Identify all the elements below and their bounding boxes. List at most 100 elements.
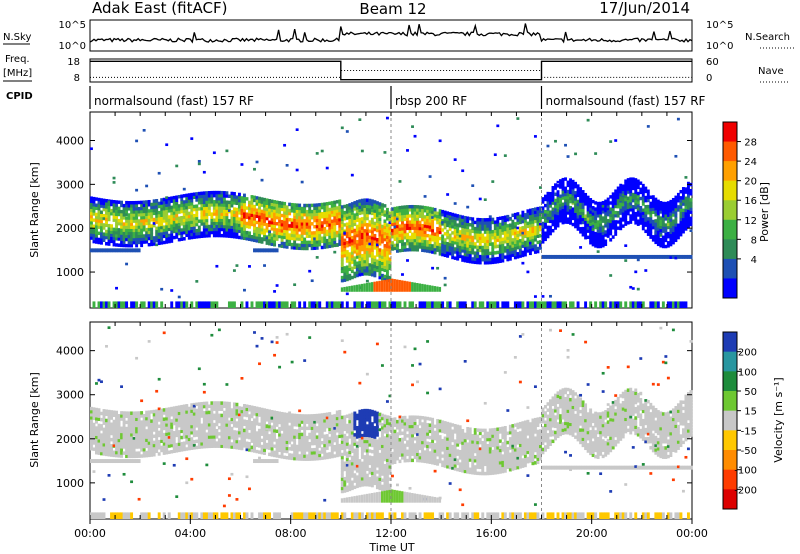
heatmap-cell (383, 250, 387, 254)
heatmap-cell (428, 243, 432, 248)
heatmap-cell (112, 233, 116, 238)
heatmap-cell (486, 248, 490, 253)
heatmap-cell (135, 240, 139, 245)
heatmap-cell (162, 216, 166, 220)
heatmap-cell (508, 235, 512, 240)
heatmap-cell (90, 227, 93, 231)
heatmap-cell (380, 276, 384, 281)
heatmap-cell (503, 236, 507, 241)
heatmap-cell (370, 260, 374, 265)
heatmap-cell (162, 435, 166, 440)
heatmap-cell (456, 226, 460, 230)
heatmap-cell (564, 301, 567, 308)
heatmap-cell (536, 206, 540, 211)
heatmap-cell (571, 222, 575, 227)
heatmap-cell (200, 401, 204, 406)
heatmap-cell (135, 451, 139, 455)
heatmap-cell (498, 253, 502, 257)
heatmap-cell (576, 208, 580, 213)
heatmap-cell (235, 201, 239, 206)
heatmap-cell (245, 404, 249, 408)
heatmap-cell (102, 452, 106, 456)
heatmap-cell (303, 240, 307, 245)
heatmap-cell (200, 438, 204, 443)
heatmap-cell (448, 224, 452, 228)
heatmap-cell (137, 432, 141, 437)
colorbar-tick-label-2: 20 (744, 177, 757, 188)
heatmap-cell (132, 207, 136, 211)
heatmap-cell (275, 234, 279, 238)
heatmap-cell (263, 222, 266, 226)
heatmap-cell (145, 227, 149, 232)
heatmap-cell (528, 217, 532, 222)
heatmap-cell (586, 201, 590, 206)
heatmap-cell (676, 301, 680, 308)
heatmap-cell (468, 250, 472, 255)
heatmap-cell (441, 234, 445, 238)
heatmap-cell (636, 258, 640, 262)
heatmap-cell (135, 439, 139, 443)
heatmap-cell (451, 221, 455, 226)
heatmap-cell (619, 211, 623, 215)
heatmap-cell (564, 195, 567, 200)
heatmap-cell (478, 221, 482, 225)
heatmap-cell (491, 301, 495, 308)
heatmap-cell (471, 226, 475, 230)
heatmap-cell (212, 441, 216, 445)
heatmap-cell (220, 190, 224, 195)
heatmap-cell (544, 203, 547, 208)
heatmap-cell (478, 233, 482, 237)
heatmap-cell (205, 203, 209, 207)
heatmap-cell (551, 216, 555, 220)
heatmap-cell (343, 286, 346, 292)
heatmap-cell (222, 234, 226, 238)
heatmap-cell (654, 197, 658, 202)
heatmap-cell (210, 425, 214, 430)
heatmap-cell (120, 448, 124, 452)
heatmap-cell (202, 209, 206, 214)
heatmap-cell (180, 512, 184, 519)
heatmap-cell (140, 432, 144, 437)
heatmap-cell (127, 213, 131, 217)
heatmap-cell (634, 190, 638, 194)
heatmap-cell (416, 283, 419, 292)
heatmap-cell (283, 235, 287, 240)
heatmap-cell (681, 199, 685, 203)
freq-panel-frame (89, 58, 693, 83)
heatmap-cell (576, 199, 580, 204)
heatmap-cell (343, 204, 347, 209)
heatmap-cell (411, 214, 414, 218)
heatmap-cell (681, 301, 685, 308)
heatmap-cell (636, 194, 640, 199)
heatmap-cell (288, 208, 292, 213)
heatmap-cell (142, 225, 146, 229)
heatmap-cell (265, 222, 269, 227)
heatmap-cell (358, 199, 362, 203)
heatmap-cell (155, 418, 159, 423)
heatmap-cell (604, 233, 608, 237)
heatmap-cell (157, 442, 161, 447)
heatmap-cell (576, 211, 580, 216)
heatmap-cell (212, 230, 216, 235)
heatmap-cell (132, 429, 136, 434)
heatmap-cell (594, 222, 598, 227)
heatmap-cell (253, 443, 256, 447)
heatmap-cell (541, 212, 545, 216)
heatmap-cell (401, 273, 404, 276)
heatmap-cell (97, 459, 101, 464)
heatmap-cell (481, 251, 485, 256)
heatmap-cell (684, 301, 688, 308)
heatmap-cell (180, 411, 184, 415)
heatmap-cell (152, 425, 156, 429)
heatmap-cell (521, 210, 525, 215)
heatmap-cell (268, 248, 271, 253)
heatmap-cell (456, 254, 460, 258)
heatmap-cell (523, 246, 527, 251)
heatmap-cell (125, 432, 129, 437)
heatmap-cell (152, 419, 156, 423)
heatmap-cell (137, 219, 141, 223)
heatmap-cell (664, 217, 668, 221)
heatmap-cell (523, 213, 527, 217)
heatmap-cell (253, 198, 256, 203)
heatmap-cell (142, 301, 146, 308)
